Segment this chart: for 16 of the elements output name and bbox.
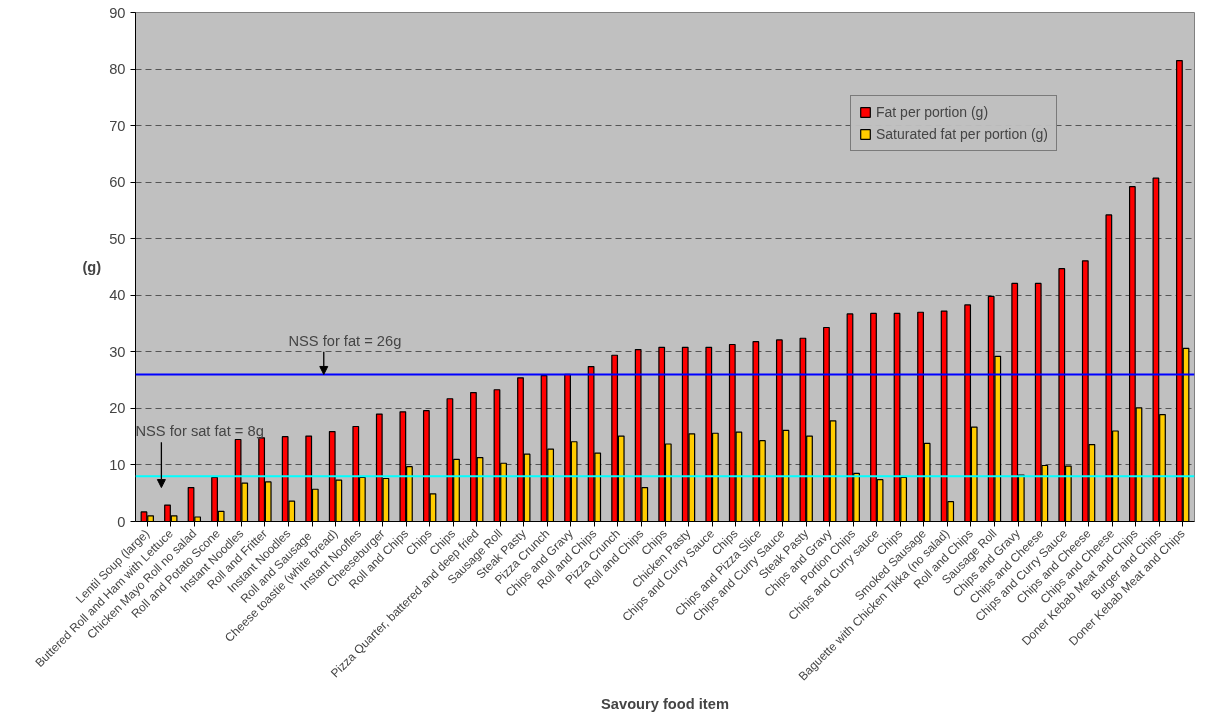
ref-line-label: NSS for fat = 26g [288,333,402,350]
x-axis-title: Savoury food item [601,696,729,713]
y-tick-label: 90 [109,4,126,21]
y-tick-label: 40 [109,287,126,304]
y-tick-label: 80 [109,61,126,78]
y-tick-label: 20 [109,400,126,417]
y-tick-label: 60 [109,174,126,191]
y-tick-label: 50 [109,230,126,247]
legend-label: Fat per portion (g) [876,104,989,120]
y-tick-label: 10 [109,456,126,473]
ref-line-label: NSS for sat fat = 8g [135,423,264,440]
y-axis-title: (g) [82,259,102,275]
y-tick-label: 30 [109,343,126,360]
y-tick-label: 0 [117,513,126,530]
y-tick-label: 70 [109,117,126,134]
legend-label: Saturated fat per portion (g) [876,126,1048,142]
